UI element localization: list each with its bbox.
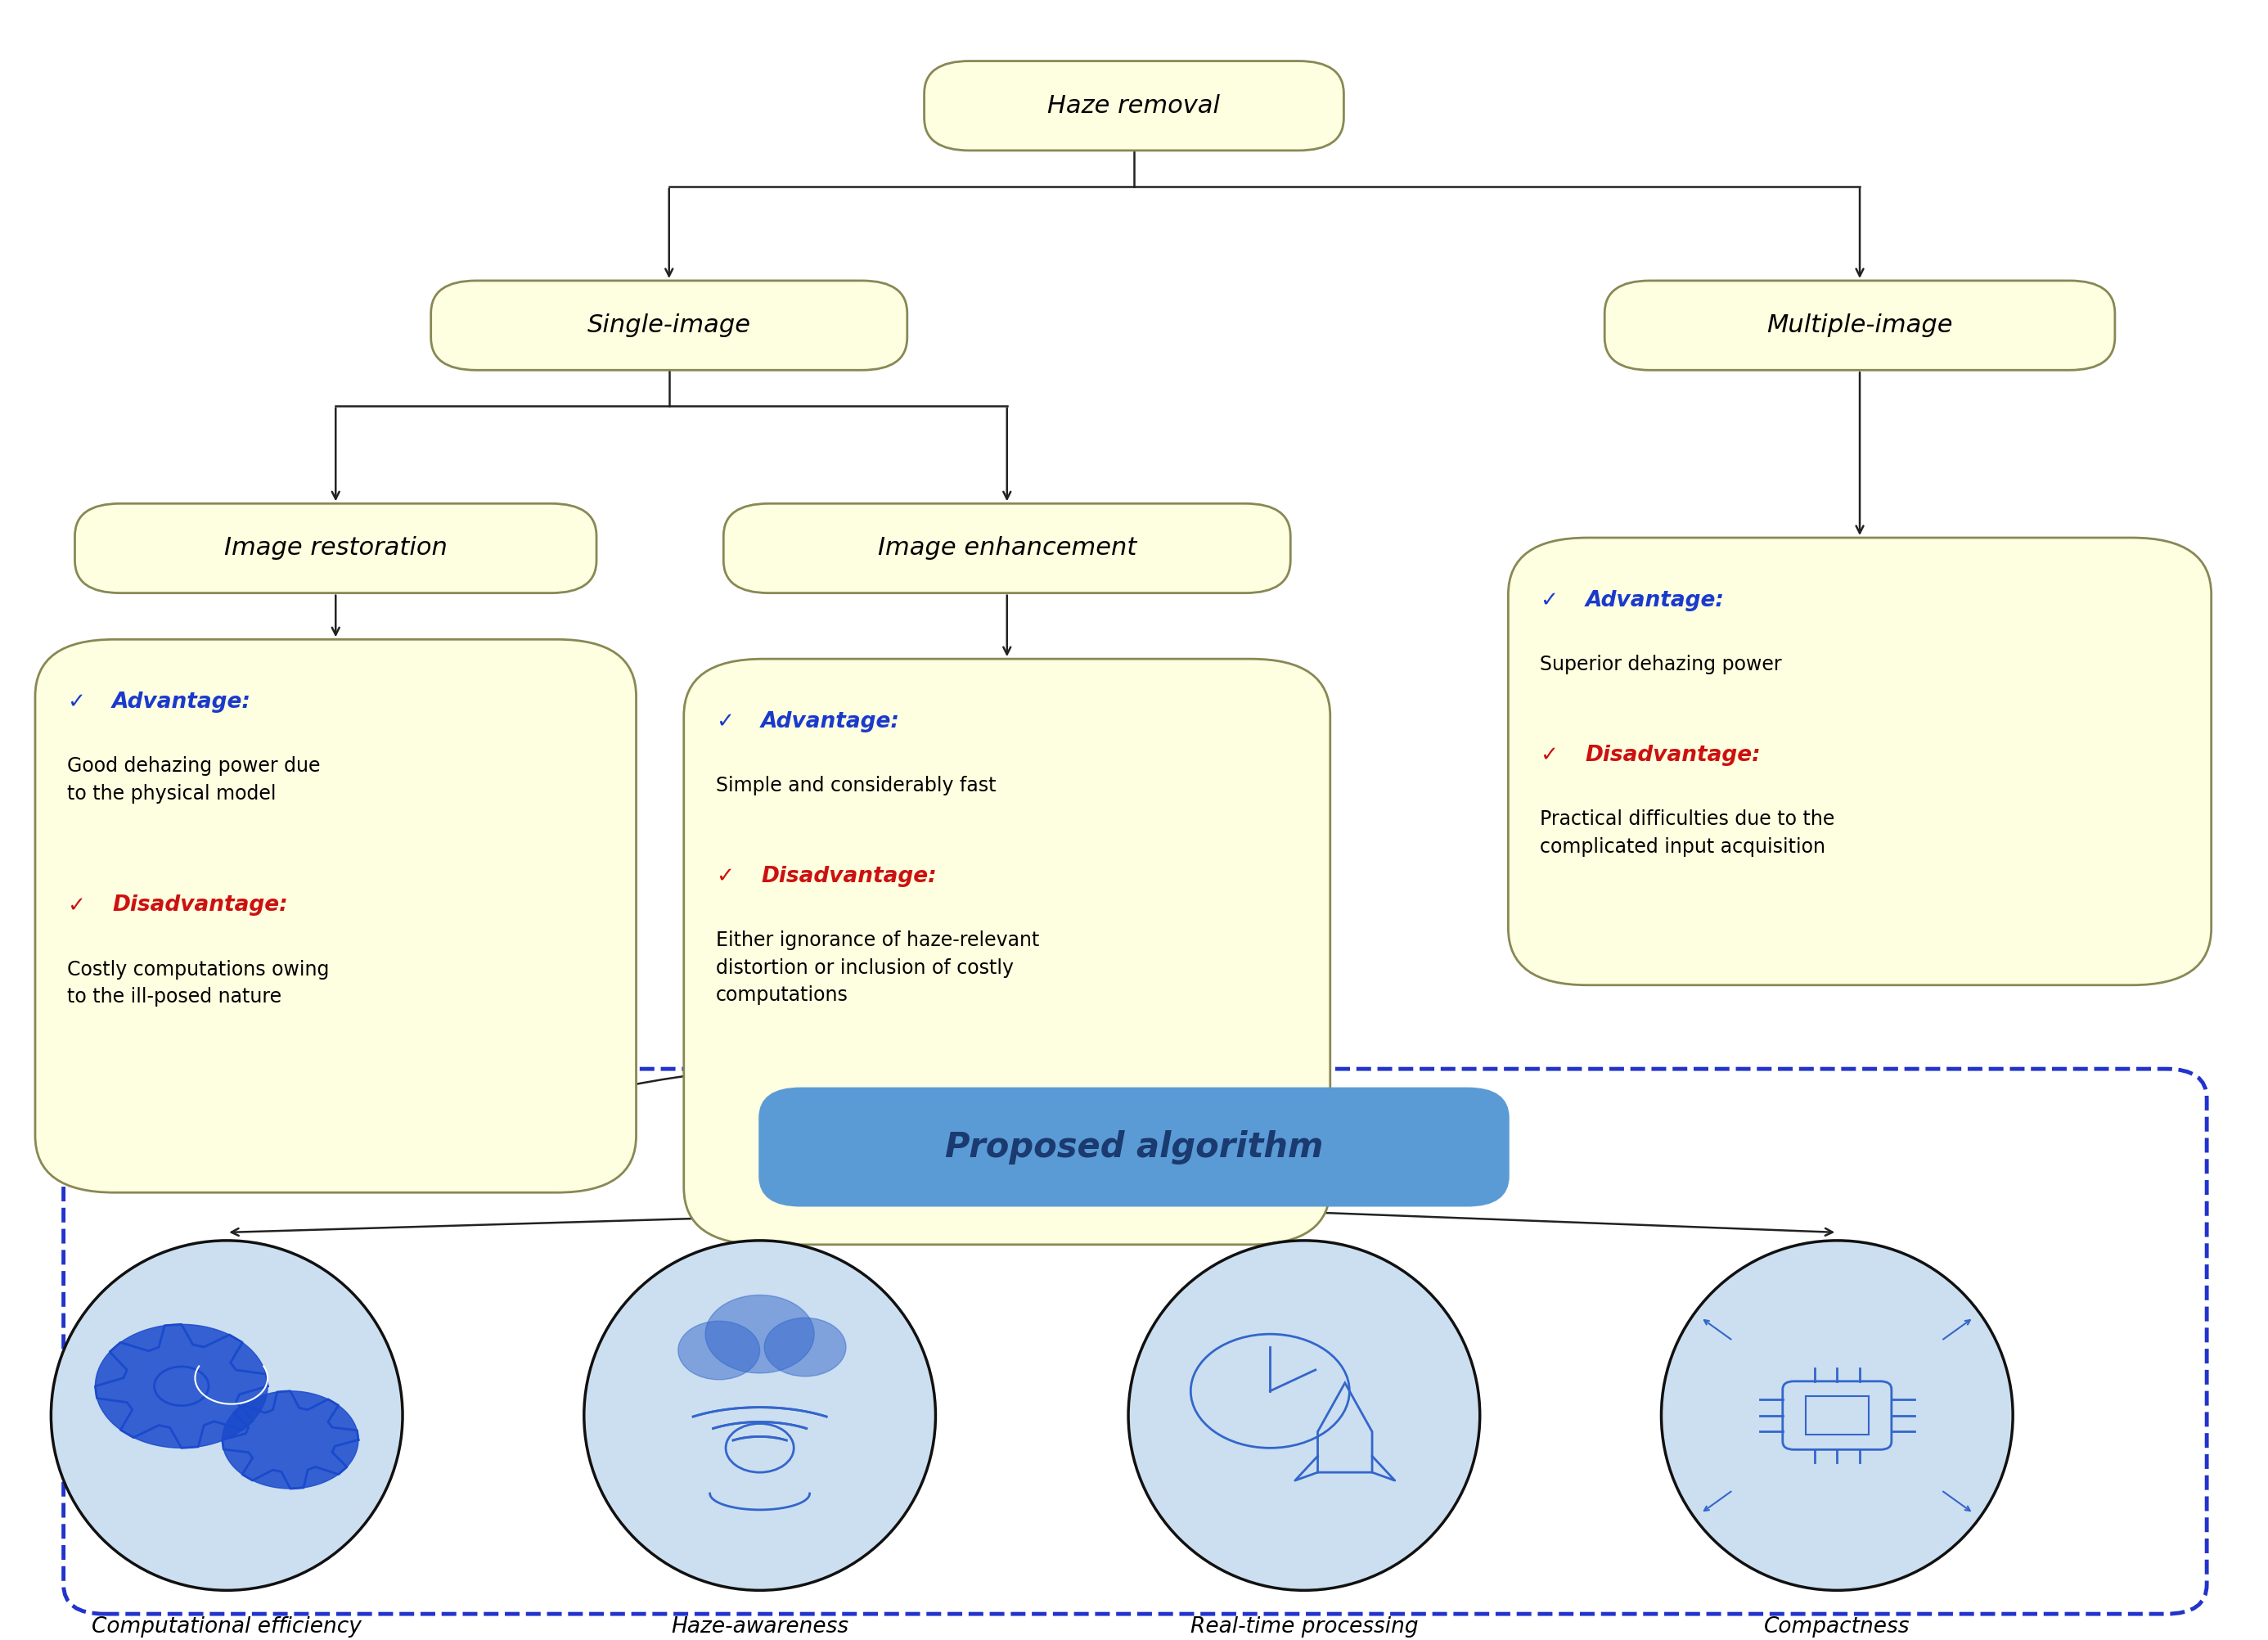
Text: Disadvantage:: Disadvantage:: [1585, 745, 1760, 766]
FancyBboxPatch shape: [760, 1089, 1508, 1205]
Text: Costly computations owing
to the ill-posed nature: Costly computations owing to the ill-pos…: [66, 959, 329, 1007]
FancyBboxPatch shape: [685, 659, 1329, 1245]
Text: Single-image: Single-image: [587, 313, 751, 338]
Text: Practical difficulties due to the
complicated input acquisition: Practical difficulties due to the compli…: [1540, 810, 1835, 856]
Text: Real-time processing: Real-time processing: [1191, 1617, 1418, 1638]
Text: Compactness: Compactness: [1765, 1617, 1910, 1638]
Text: Advantage:: Advantage:: [1585, 590, 1724, 612]
Text: Disadvantage:: Disadvantage:: [111, 895, 288, 917]
Text: Proposed algorithm: Proposed algorithm: [946, 1130, 1322, 1164]
Ellipse shape: [50, 1240, 404, 1591]
Text: Good dehazing power due
to the physical model: Good dehazing power due to the physical …: [66, 756, 320, 804]
Text: ✓: ✓: [717, 712, 733, 731]
Text: Simple and considerably fast: Simple and considerably fast: [717, 776, 996, 795]
FancyBboxPatch shape: [723, 503, 1290, 594]
Text: ✓: ✓: [1540, 745, 1558, 766]
FancyBboxPatch shape: [64, 1069, 2207, 1614]
FancyBboxPatch shape: [75, 503, 596, 594]
Text: ✓: ✓: [66, 895, 84, 917]
FancyBboxPatch shape: [431, 280, 907, 371]
Circle shape: [678, 1322, 760, 1379]
Polygon shape: [222, 1391, 358, 1489]
Text: Superior dehazing power: Superior dehazing power: [1540, 654, 1783, 674]
FancyBboxPatch shape: [1508, 538, 2211, 986]
Text: Image enhancement: Image enhancement: [878, 536, 1136, 561]
Text: Haze removal: Haze removal: [1048, 93, 1220, 118]
Text: ✓: ✓: [1540, 590, 1558, 612]
Text: ✓: ✓: [66, 692, 84, 713]
Polygon shape: [95, 1325, 268, 1448]
FancyBboxPatch shape: [1603, 280, 2114, 371]
Ellipse shape: [585, 1240, 937, 1591]
Text: Disadvantage:: Disadvantage:: [762, 866, 937, 887]
Ellipse shape: [1129, 1240, 1479, 1591]
Text: Advantage:: Advantage:: [762, 712, 900, 731]
Text: Multiple-image: Multiple-image: [1767, 313, 1953, 338]
Text: Either ignorance of haze-relevant
distortion or inclusion of costly
computations: Either ignorance of haze-relevant distor…: [717, 930, 1039, 1005]
Text: Computational efficiency: Computational efficiency: [91, 1617, 363, 1638]
Text: Advantage:: Advantage:: [111, 692, 252, 713]
Text: ✓: ✓: [717, 866, 733, 887]
Text: Image restoration: Image restoration: [225, 536, 447, 561]
FancyBboxPatch shape: [34, 640, 635, 1192]
Text: Haze-awareness: Haze-awareness: [671, 1617, 848, 1638]
FancyBboxPatch shape: [925, 61, 1343, 151]
Circle shape: [764, 1319, 846, 1376]
Circle shape: [1191, 1333, 1349, 1448]
Circle shape: [705, 1296, 814, 1373]
Ellipse shape: [1660, 1240, 2014, 1591]
